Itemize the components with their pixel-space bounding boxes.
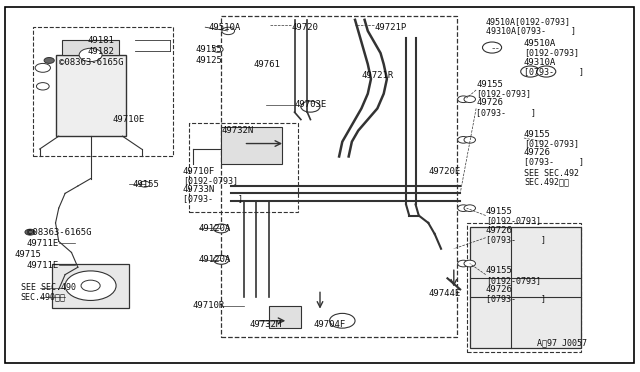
Text: [0192-0793]: [0192-0793] — [476, 89, 531, 98]
Text: SEC.490参考: SEC.490参考 — [20, 292, 65, 301]
Text: 49182: 49182 — [88, 47, 115, 56]
Text: 49510A: 49510A — [209, 23, 241, 32]
Circle shape — [25, 229, 35, 235]
Text: 49155: 49155 — [476, 80, 503, 89]
Bar — [52, 263, 129, 308]
Text: 49703E: 49703E — [294, 100, 327, 109]
Text: [0793-     ]: [0793- ] — [524, 157, 584, 167]
Text: 49155: 49155 — [524, 130, 551, 139]
Circle shape — [140, 181, 150, 187]
Circle shape — [458, 137, 469, 143]
Text: 49510A: 49510A — [524, 39, 556, 48]
Text: 49733N: 49733N — [183, 185, 215, 194]
Text: 49155: 49155 — [196, 45, 223, 54]
Circle shape — [458, 260, 469, 267]
Text: 49704F: 49704F — [314, 320, 346, 329]
Text: 49720: 49720 — [291, 23, 318, 32]
Text: 49732M: 49732M — [250, 320, 282, 329]
Text: 49732N: 49732N — [221, 126, 253, 135]
Circle shape — [214, 256, 229, 264]
Circle shape — [214, 224, 229, 233]
Bar — [62, 40, 119, 55]
Text: [0793-     ]: [0793- ] — [183, 195, 243, 203]
Text: SEE SEC.492: SEE SEC.492 — [524, 169, 579, 177]
Text: 49120A: 49120A — [199, 255, 231, 264]
Text: 49181: 49181 — [88, 36, 115, 45]
Bar — [33, 27, 173, 157]
Text: 49721R: 49721R — [362, 71, 394, 80]
Circle shape — [537, 66, 556, 77]
Circle shape — [464, 205, 476, 211]
Text: [0793-     ]: [0793- ] — [476, 108, 536, 117]
Circle shape — [65, 271, 116, 301]
Text: ©08363-6165G: ©08363-6165G — [27, 228, 92, 237]
Circle shape — [35, 63, 51, 72]
Bar — [56, 55, 125, 136]
Text: 49155: 49155 — [486, 207, 513, 217]
Text: [0793-     ]: [0793- ] — [486, 294, 546, 303]
Circle shape — [222, 27, 235, 35]
Text: ©08363-6165G: ©08363-6165G — [59, 58, 124, 67]
Circle shape — [483, 42, 502, 53]
Text: SEC.492参考: SEC.492参考 — [524, 178, 569, 187]
Text: [0192-0793]: [0192-0793] — [524, 139, 579, 148]
Text: 49711E: 49711E — [27, 261, 59, 270]
Text: 49155: 49155 — [486, 266, 513, 275]
Text: 49125: 49125 — [196, 56, 223, 65]
Text: 49726: 49726 — [486, 285, 513, 294]
Text: 49726: 49726 — [476, 99, 503, 108]
Text: 49710E: 49710E — [113, 115, 145, 124]
Circle shape — [330, 313, 355, 328]
Circle shape — [36, 83, 49, 90]
Circle shape — [464, 96, 476, 103]
Text: A➗97 J0057: A➗97 J0057 — [537, 339, 587, 347]
Text: [0192-0793]: [0192-0793] — [486, 217, 541, 225]
Text: 49310A[0793-     ]: 49310A[0793- ] — [486, 26, 575, 35]
Bar — [221, 127, 282, 164]
Text: 49710F: 49710F — [183, 167, 215, 176]
Text: 49726: 49726 — [524, 148, 551, 157]
Text: [0793-     ]: [0793- ] — [524, 67, 584, 76]
Bar — [189, 123, 298, 212]
Text: 49761: 49761 — [253, 60, 280, 69]
Text: [0793-     ]: [0793- ] — [486, 235, 546, 244]
Circle shape — [44, 58, 54, 63]
Circle shape — [521, 66, 540, 77]
Text: [0192-0793]: [0192-0793] — [486, 276, 541, 285]
Circle shape — [301, 101, 320, 112]
Bar — [269, 306, 301, 328]
Text: 49744E: 49744E — [428, 289, 461, 298]
Text: 49710R: 49710R — [193, 301, 225, 311]
Text: 49310A: 49310A — [524, 58, 556, 67]
Circle shape — [464, 137, 476, 143]
Text: SEE SEC.490: SEE SEC.490 — [20, 283, 76, 292]
Text: 49715: 49715 — [14, 250, 41, 259]
Text: 49510A[0192-0793]: 49510A[0192-0793] — [486, 17, 571, 26]
Text: 49721P: 49721P — [374, 23, 406, 32]
Text: [0192-0793]: [0192-0793] — [183, 176, 238, 185]
Text: 49120A: 49120A — [199, 224, 231, 233]
Circle shape — [213, 46, 223, 52]
Text: 49720E: 49720E — [428, 167, 461, 176]
Bar — [467, 223, 581, 352]
Bar — [221, 16, 457, 337]
Bar — [470, 227, 581, 349]
Circle shape — [464, 260, 476, 267]
Text: [0192-0793]: [0192-0793] — [524, 49, 579, 58]
Circle shape — [79, 48, 102, 62]
Text: 49155: 49155 — [132, 180, 159, 189]
Circle shape — [81, 280, 100, 291]
Circle shape — [458, 96, 469, 103]
Text: 49711E: 49711E — [27, 239, 59, 248]
Circle shape — [458, 205, 469, 211]
Text: 49726: 49726 — [486, 226, 513, 235]
